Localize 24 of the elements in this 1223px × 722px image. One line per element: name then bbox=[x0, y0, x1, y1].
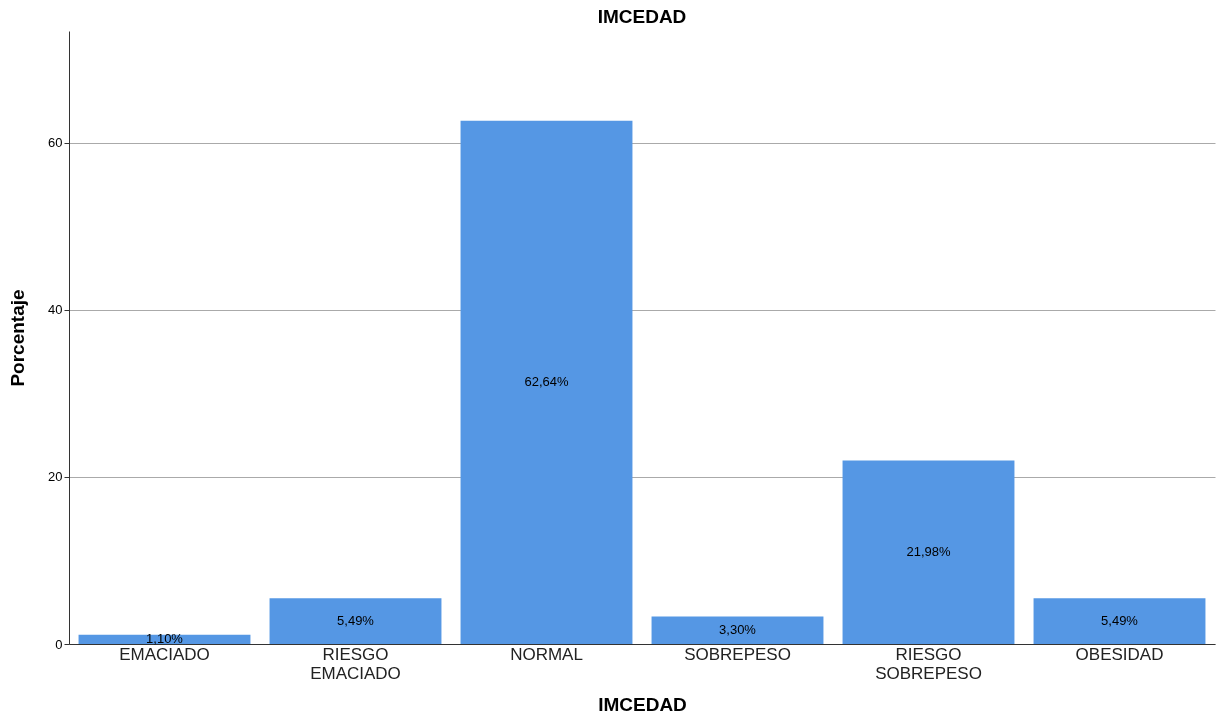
bar bbox=[842, 460, 1015, 644]
data-label: 5,49% bbox=[1101, 613, 1139, 629]
bar bbox=[1033, 598, 1206, 644]
x-tick-label: OBESIDAD bbox=[1075, 644, 1164, 664]
x-tick-label: RIESGO EMACIADO bbox=[310, 644, 401, 683]
y-tick-label: 60 bbox=[48, 135, 63, 151]
x-tick-label: RIESGO SOBREPESO bbox=[875, 644, 982, 683]
bar bbox=[651, 616, 824, 644]
data-label: 1,10% bbox=[146, 631, 184, 647]
data-label: 62,64% bbox=[524, 374, 569, 390]
data-label: 5,49% bbox=[337, 613, 375, 629]
data-label: 3,30% bbox=[719, 622, 757, 638]
y-axis-title: Porcentaje bbox=[7, 289, 29, 387]
x-tick-label: EMACIADO bbox=[119, 644, 210, 664]
x-tick-label: NORMAL bbox=[510, 644, 583, 664]
x-axis-title: IMCEDAD bbox=[598, 693, 687, 715]
bar bbox=[460, 120, 633, 644]
y-tick-label: 0 bbox=[55, 636, 63, 652]
bar bbox=[269, 598, 442, 644]
y-tick-label: 20 bbox=[48, 469, 63, 485]
x-tick-label: SOBREPESO bbox=[684, 644, 791, 664]
chart-title: IMCEDAD bbox=[597, 6, 687, 27]
y-tick-label: 40 bbox=[48, 302, 63, 318]
data-label: 21,98% bbox=[906, 544, 951, 560]
